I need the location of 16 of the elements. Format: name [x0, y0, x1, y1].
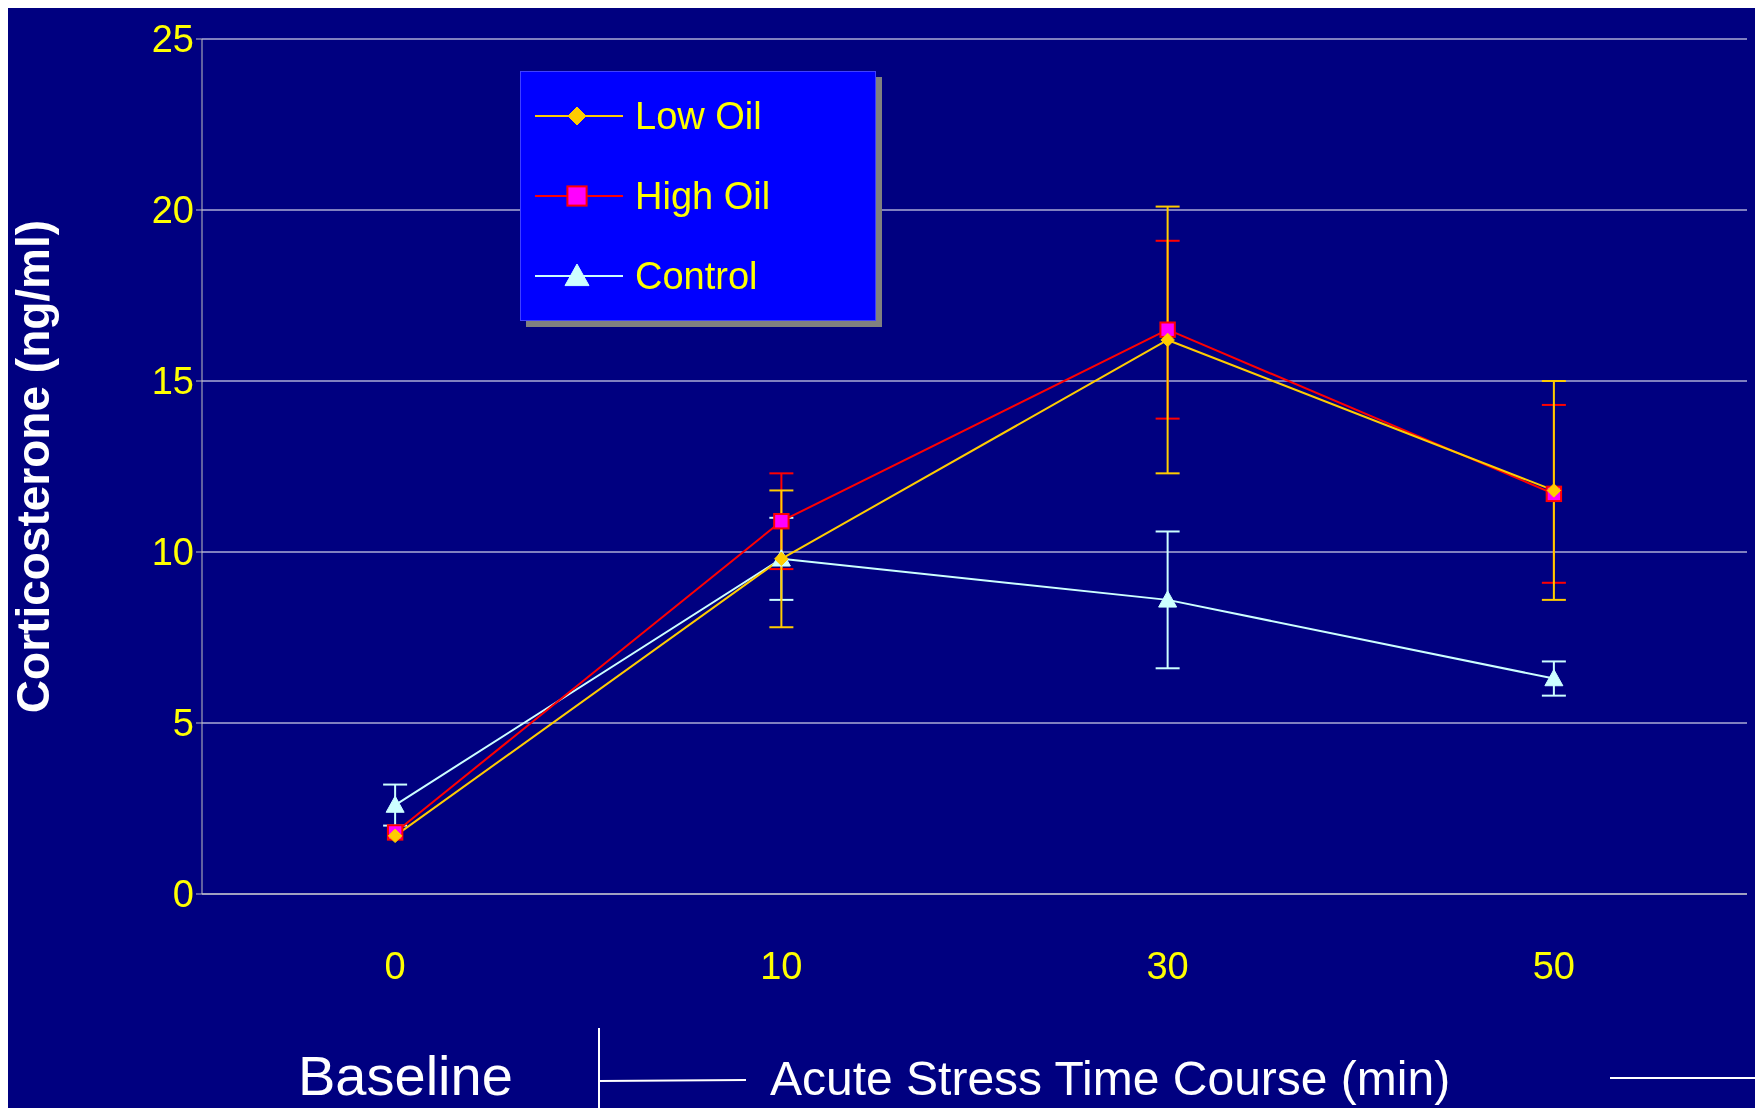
y-tick-label: 25	[151, 18, 194, 61]
y-tick-label: 15	[151, 360, 194, 403]
legend-label: Low Oil	[635, 94, 762, 138]
x-tick-label: 0	[384, 944, 406, 987]
y-tick-label: 20	[151, 189, 194, 232]
y-tick-label: 0	[172, 873, 194, 916]
x-tick-label: 50	[1532, 944, 1576, 987]
x-axis-title: Acute Stress Time Course (min)	[770, 1051, 1451, 1106]
y-axis-title: Corticosterone (ng/ml)	[7, 219, 60, 714]
legend-label: High Oil	[635, 174, 771, 218]
legend-label: Control	[635, 254, 758, 298]
y-tick-label: 10	[151, 531, 194, 574]
y-tick-label: 5	[172, 702, 194, 745]
text: Baseline	[298, 1043, 513, 1108]
x-tick-label: 10	[760, 944, 803, 987]
x-tick-label: 30	[1146, 944, 1189, 987]
